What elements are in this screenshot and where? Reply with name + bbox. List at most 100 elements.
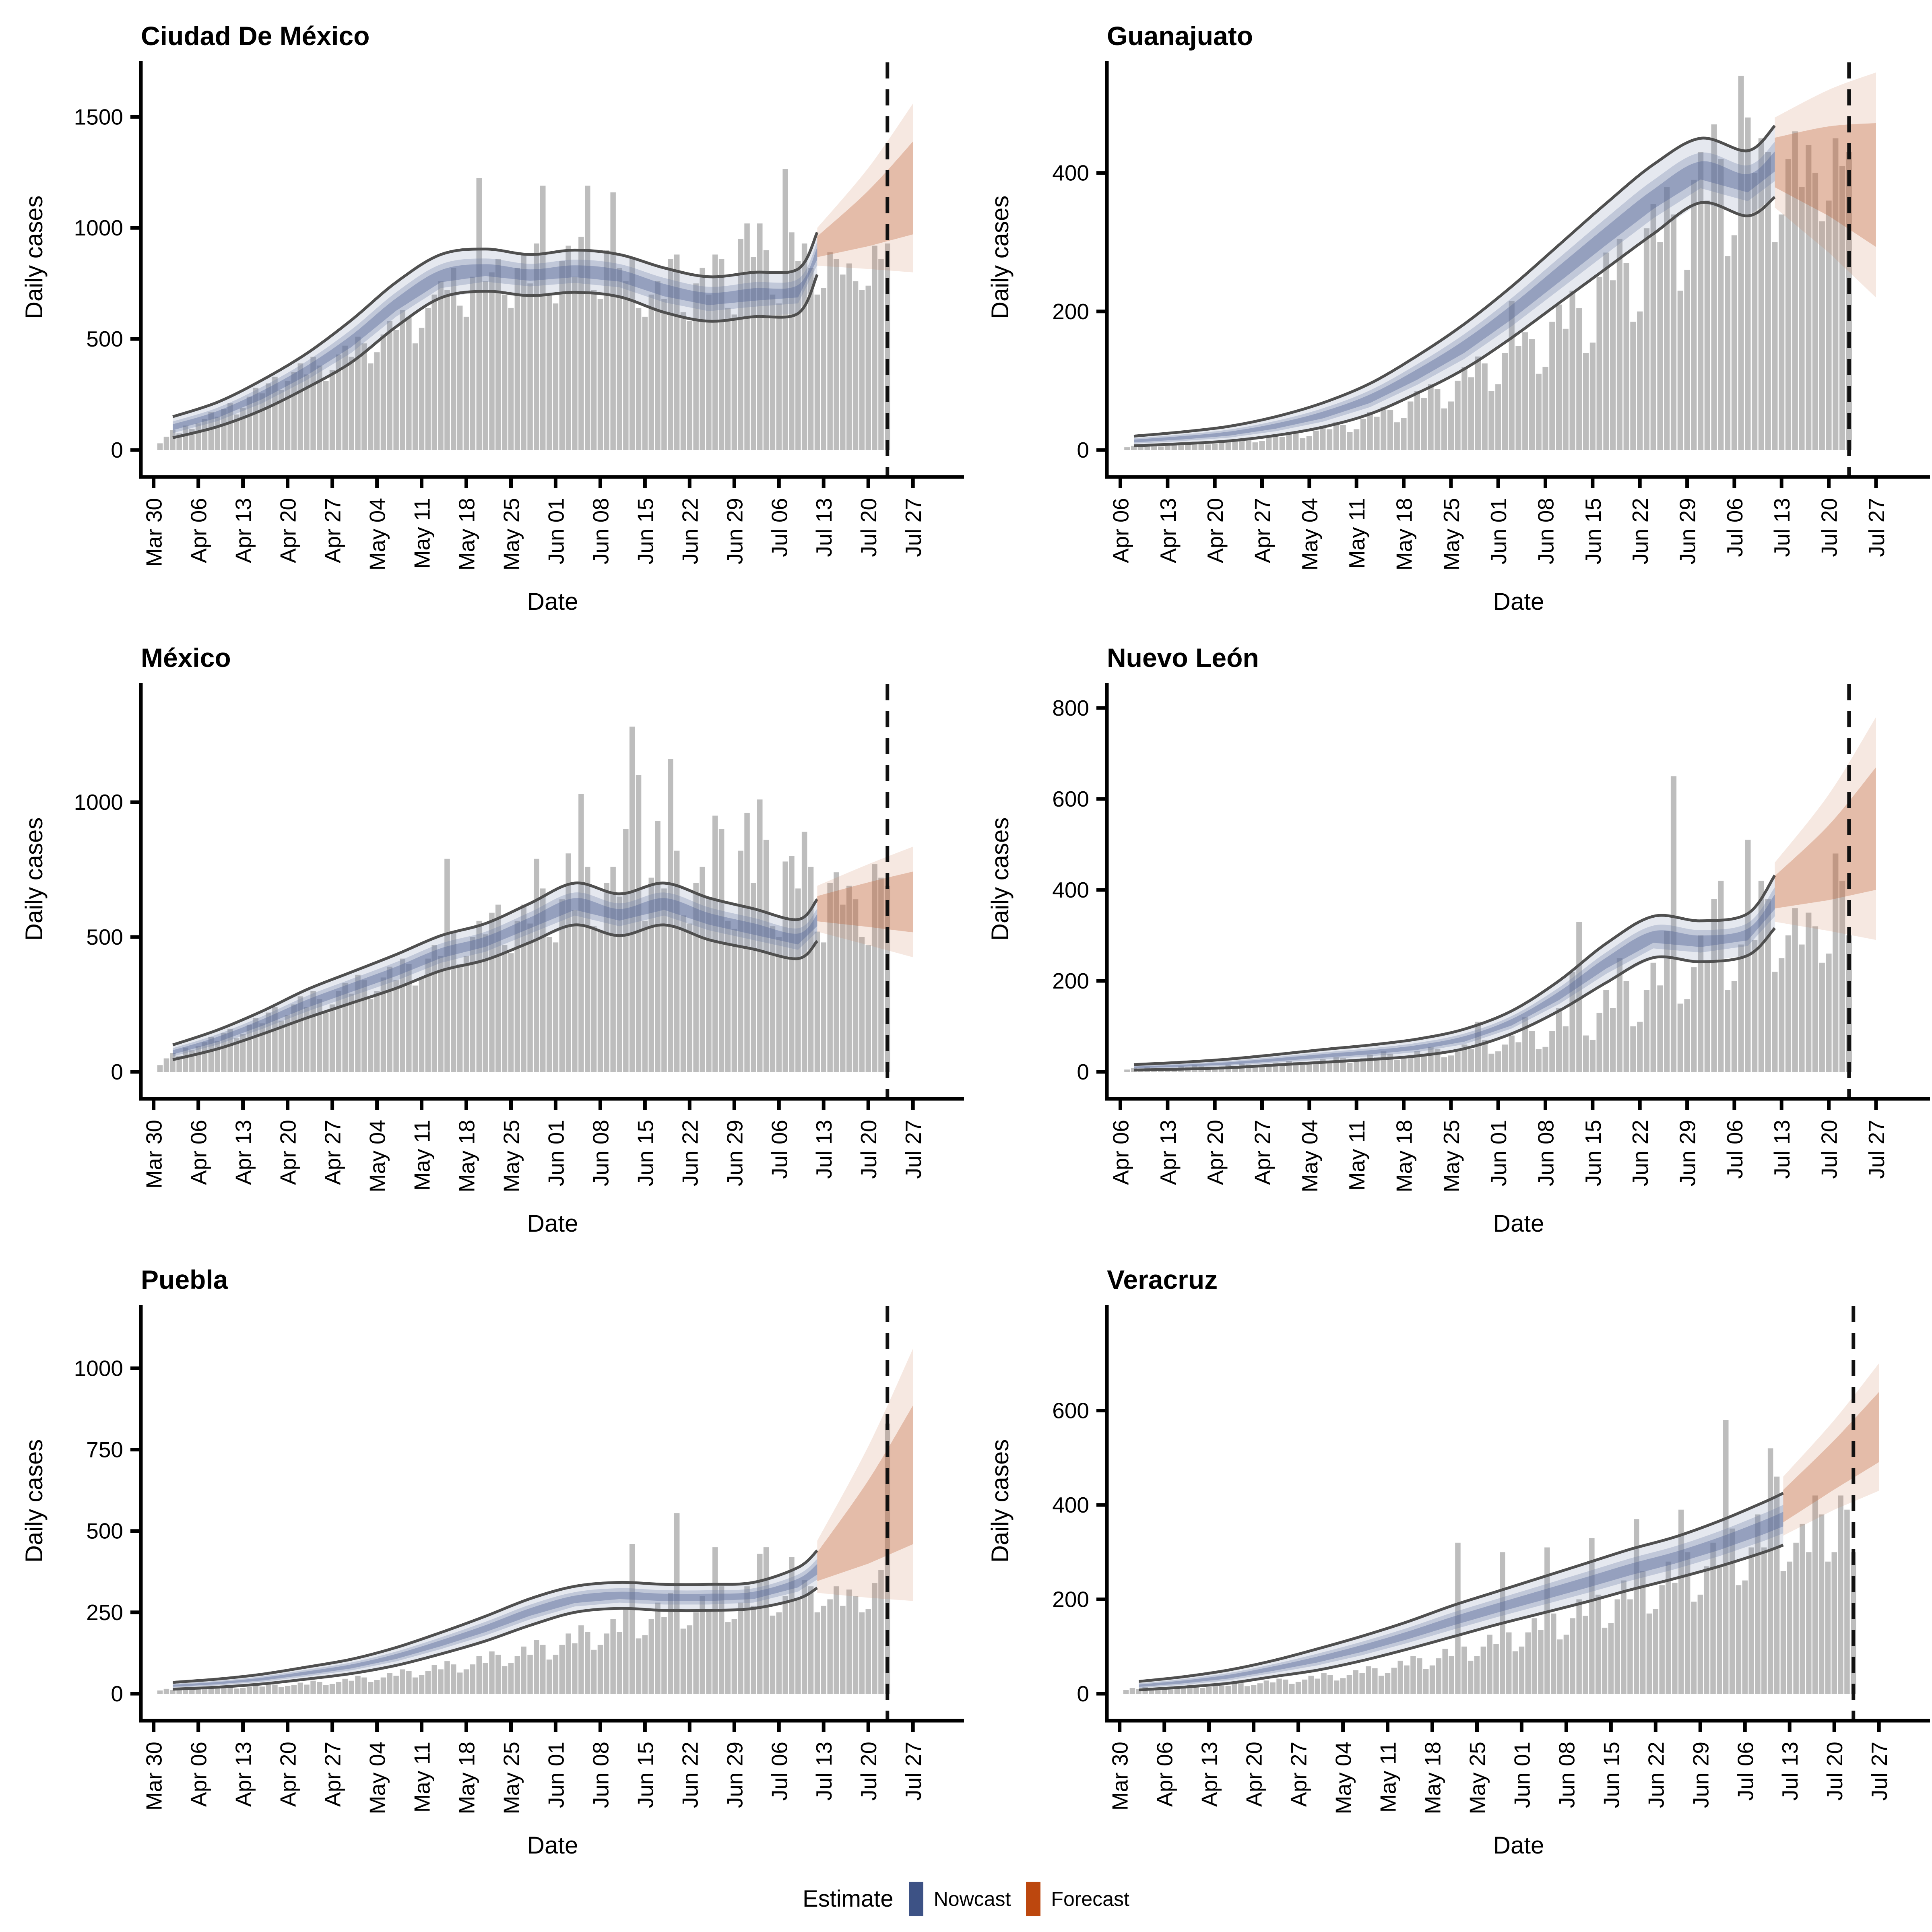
bar [1509,1035,1515,1072]
bar [1475,356,1481,450]
panel-veracruz: 0 200 400 600 Mar 30 Apr 06 Apr 13 Apr 20 Apr 27… [966,1244,1932,1866]
bar [1793,1542,1799,1694]
bar [1672,1583,1678,1694]
bar [700,867,705,1072]
bar [170,430,175,450]
bar [725,921,731,1072]
bar [1657,985,1663,1072]
bar [1717,1566,1722,1694]
bar [483,1663,488,1694]
bar [1461,1044,1468,1072]
bar [1785,935,1792,1072]
y-axis-title: Daily cases [987,1439,1013,1563]
bar [1583,353,1589,450]
bar [1664,931,1670,1072]
bar [852,899,859,1072]
panel-nuevo-leon: 0 200 400 600 800 Apr 06 Apr 13 Apr 20 Apr 27 May… [966,622,1932,1244]
bar [183,1047,188,1072]
y-tick-label: 0 [1077,1681,1089,1706]
bar [610,867,616,1072]
x-tick-label: Jun 15 [1581,1120,1606,1186]
bar [1519,1646,1525,1694]
bar [1474,1656,1480,1694]
bar [1812,173,1818,450]
bar [540,186,546,450]
bar [1205,444,1211,450]
bar [438,956,444,1072]
bar [355,336,361,450]
bar [591,290,597,450]
x-tick-label: Apr 27 [320,1120,345,1185]
bar [1556,304,1562,450]
x-tick-label: Jul 20 [856,498,881,557]
bar [1408,401,1414,450]
bar [1765,152,1771,450]
bar [751,1606,756,1694]
bar [1259,441,1265,450]
x-tick-label: Jun 01 [1486,1120,1511,1186]
bar [1697,1594,1703,1694]
bar [1397,1660,1403,1694]
axes: 0 500 1000 1500 Mar 30 Apr 06 Apr 13 Apr 20 Apr … [74,61,964,570]
bar [1729,1528,1735,1694]
bar [1374,1057,1380,1072]
x-tick-label: May 25 [499,1742,524,1814]
bar [1529,1031,1535,1072]
x-tick-label: Apr 13 [1156,498,1181,563]
legend-title: Estimate [803,1886,894,1912]
bar [1787,1561,1792,1694]
axes: 0 200 400 Apr 06 Apr 13 Apr 20 Apr 27 May 04 May… [1052,61,1930,570]
bar [814,1612,820,1694]
bar [272,1007,278,1072]
bar [642,316,648,450]
bar [1779,958,1785,1072]
bar [1436,1658,1442,1694]
bar [572,910,578,1072]
bar [1401,418,1407,450]
bar [349,357,354,450]
bar [1515,1042,1521,1072]
bar [1758,138,1764,450]
bar [157,443,163,450]
bar [827,252,833,450]
bar [789,1557,795,1694]
bar [1659,1585,1665,1694]
bar [1608,1623,1614,1694]
bar [789,856,795,1072]
nowcast-swatch-icon [908,1881,923,1916]
bar [808,268,814,450]
bar [400,1669,405,1694]
bar [1595,1594,1601,1694]
x-axis-title: Date [527,1210,578,1237]
bar [680,1629,686,1694]
x-tick-label: Jun 29 [722,1120,747,1186]
bar [1563,328,1569,450]
bar [1366,1666,1371,1694]
x-axis-title: Date [1493,1210,1544,1237]
bar [1320,426,1326,450]
bar [642,921,648,1072]
bar [489,272,495,450]
bar [591,926,597,1072]
x-tick-label: May 04 [1297,498,1322,570]
bars [157,1423,890,1694]
bar [795,261,801,450]
bar [304,374,310,450]
bar [202,1688,208,1694]
bar [1825,1561,1831,1694]
bar [629,257,635,450]
bar [1542,367,1548,450]
bar [706,899,712,1072]
bar [476,178,482,450]
bar [687,321,693,450]
bar [744,813,750,1072]
bars [1124,76,1852,450]
bar [291,372,297,450]
x-tick-label: Jul 13 [811,498,836,557]
bar [1812,926,1818,1072]
panel-guanajuato: 0 200 400 Apr 06 Apr 13 Apr 20 Apr 27 May 04 May… [966,0,1932,622]
bar [502,1666,508,1694]
bar [1327,429,1333,450]
panel-title: Puebla [141,1265,229,1294]
x-tick-label: Jul 06 [1733,1742,1758,1801]
